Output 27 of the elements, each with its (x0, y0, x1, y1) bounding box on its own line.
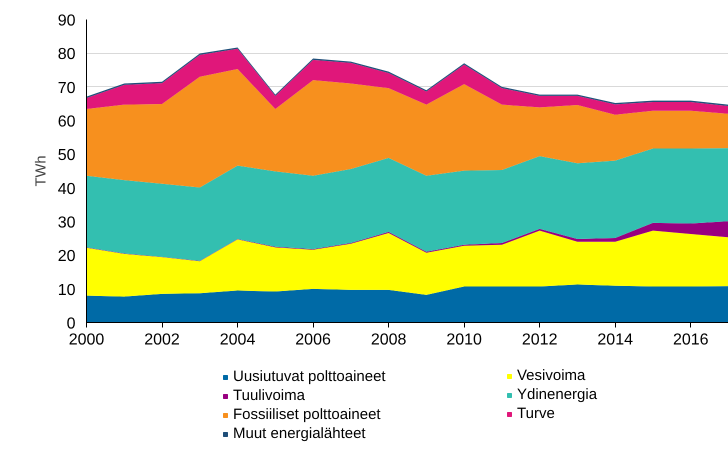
legend-label: Vesivoima (517, 367, 586, 384)
legend-label: Muut energialähteet (233, 425, 366, 442)
y-tick-label: 70 (58, 80, 76, 97)
legend-label: Tuulivoima (233, 387, 305, 404)
legend-label: Uusiutuvat polttoaineet (233, 368, 386, 385)
x-tick-label: 2014 (597, 332, 634, 348)
y-tick-label: 80 (58, 46, 76, 64)
y-axis-title: TWh (34, 156, 50, 186)
legend-label: Fossiiliset polttoaineet (233, 406, 381, 423)
legend-label: Turve (517, 405, 555, 422)
x-tick-label: 2008 (370, 332, 407, 348)
y-tick-label: 50 (58, 147, 76, 164)
x-tick-label: 2006 (295, 332, 331, 348)
y-tick-label: 40 (58, 180, 76, 198)
x-tick-label: 2010 (446, 332, 482, 348)
x-tick-label: 2002 (144, 332, 180, 348)
legend-label: Ydinenergia (517, 386, 598, 403)
x-tick-label: 2000 (68, 332, 104, 348)
x-tick-label: 2004 (220, 332, 256, 348)
y-tick-label: 20 (58, 248, 76, 266)
y-tick-label: 10 (58, 282, 76, 299)
y-tick-label: 0 (66, 316, 76, 332)
y-tick-label: 60 (58, 114, 76, 130)
y-tick-label: 90 (58, 12, 76, 30)
y-tick-label: 30 (58, 214, 76, 232)
x-tick-label: 2016 (672, 332, 709, 348)
x-tick-label: 2012 (522, 332, 558, 348)
